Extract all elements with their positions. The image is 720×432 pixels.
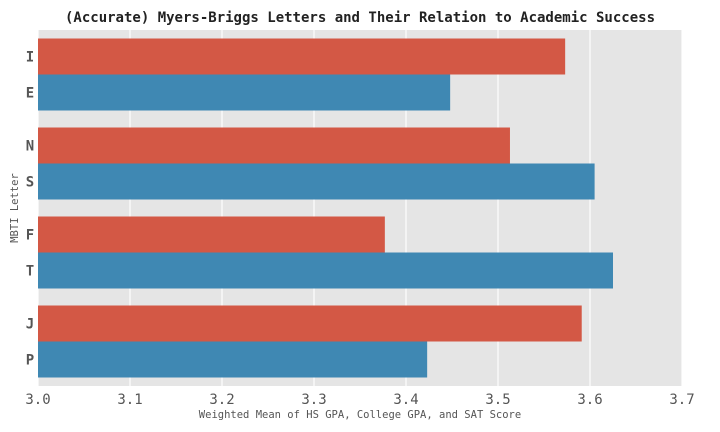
y-tick-label-p: P xyxy=(26,353,34,369)
x-tick-label: 3.0 xyxy=(25,392,50,408)
bar-s xyxy=(38,163,595,200)
bar-j xyxy=(38,305,582,342)
x-tick-labels: 3.0 3.1 3.2 3.3 3.4 3.5 3.6 3.7 xyxy=(25,392,694,408)
chart-title: (Accurate) Myers-Briggs Letters and Thei… xyxy=(65,10,655,26)
x-tick-label: 3.4 xyxy=(393,392,418,408)
bar-n xyxy=(38,127,510,164)
bar-e xyxy=(38,74,451,111)
x-tick-label: 3.5 xyxy=(485,392,510,408)
x-tick-label: 3.6 xyxy=(577,392,602,408)
y-tick-label-f: F xyxy=(26,228,34,244)
bar-f xyxy=(38,216,385,253)
y-tick-label-i: I xyxy=(26,50,34,66)
x-tick-label: 3.7 xyxy=(669,392,694,408)
y-tick-label-j: J xyxy=(26,317,34,333)
x-tick-label: 3.2 xyxy=(209,392,234,408)
bars xyxy=(38,38,613,378)
y-tick-labels: I E N S F T J P xyxy=(26,50,34,369)
x-tick-label: 3.1 xyxy=(117,392,142,408)
y-tick-label-t: T xyxy=(26,264,34,280)
x-axis-label: Weighted Mean of HS GPA, College GPA, an… xyxy=(199,409,521,421)
y-tick-label-e: E xyxy=(26,86,34,102)
y-axis-label: MBTI Letter xyxy=(9,173,21,243)
y-tick-label-s: S xyxy=(26,175,34,191)
bar-p xyxy=(38,341,428,378)
bar-t xyxy=(38,252,613,289)
y-tick-label-n: N xyxy=(26,139,34,155)
x-tick-label: 3.3 xyxy=(301,392,326,408)
bar-i xyxy=(38,38,566,75)
